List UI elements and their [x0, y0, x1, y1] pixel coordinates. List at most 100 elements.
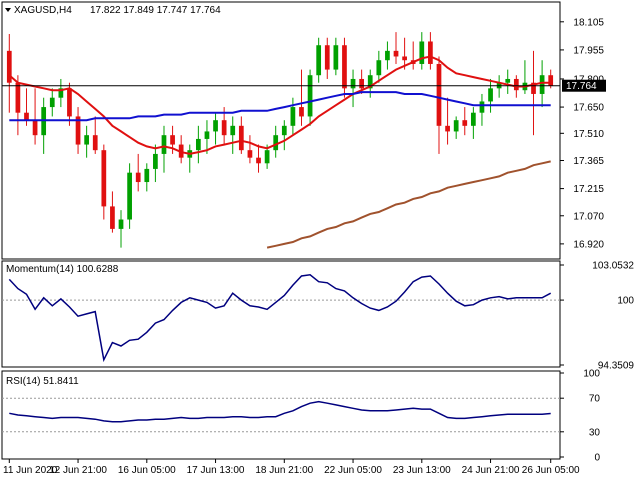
price-tick-label: 18.105	[573, 17, 604, 28]
time-tick-label: 23 Jun 13:00	[393, 465, 451, 476]
price-panel-frame	[1, 1, 561, 260]
candle	[195, 125, 201, 164]
rsi-panel[interactable]: 100 70 30 0 RSI(14) 51.8411	[1, 369, 600, 464]
candle	[153, 144, 158, 183]
candle	[15, 75, 21, 136]
candle	[333, 37, 339, 76]
candle	[324, 37, 330, 79]
rsi-title: RSI(14) 51.8411	[6, 376, 79, 387]
sma-mid-line	[9, 91, 551, 122]
candle	[230, 116, 236, 154]
candle	[41, 97, 47, 154]
candle	[135, 153, 141, 192]
candle	[316, 37, 322, 83]
dropdown-triangle-icon[interactable]	[5, 8, 11, 12]
rsi-tick-label: 70	[589, 394, 601, 405]
momentum-panel-frame	[1, 260, 561, 368]
candle	[299, 69, 304, 126]
rsi-levels	[2, 397, 560, 433]
candle	[385, 41, 390, 70]
candle	[49, 88, 55, 117]
candle	[101, 144, 107, 220]
candle	[75, 107, 81, 154]
time-tick-label: 17 Jun 13:00	[187, 465, 245, 476]
time-tick-label: 11 Jun 2020	[3, 465, 58, 476]
price-tick-label: 16.920	[573, 239, 604, 250]
candle	[496, 75, 502, 98]
symbol-timeframe: XAGUSD,H4	[14, 5, 72, 16]
candle	[531, 50, 536, 136]
time-tick-label: 12 Jun 21:00	[49, 465, 107, 476]
time-tick-label: 24 Jun 21:00	[462, 465, 520, 476]
price-tick-label: 17.510	[573, 129, 604, 140]
candle	[58, 78, 64, 108]
candle	[84, 125, 90, 158]
momentum-tick-label: 100	[617, 296, 634, 307]
time-tick-label: 16 Jun 05:00	[118, 465, 176, 476]
price-tick-label: 17.070	[573, 211, 604, 222]
candle	[213, 112, 218, 145]
candle	[144, 163, 150, 192]
momentum-line	[8, 274, 552, 363]
candle	[92, 116, 98, 154]
candle	[67, 82, 72, 126]
candle	[522, 60, 528, 94]
candle	[187, 144, 193, 173]
candle	[6, 33, 12, 113]
price-axis: 18.10517.95517.80017.65017.51017.36517.2…	[560, 17, 604, 250]
candle	[479, 93, 485, 126]
chart-header: XAGUSD,H4 17.822 17.849 17.747 17.764	[5, 5, 221, 16]
candle	[488, 78, 493, 113]
candle	[127, 163, 132, 229]
momentum-panel[interactable]: 103.0532 100 94.3509 Momentum(14) 100.6288	[1, 260, 634, 372]
rsi-axis: 100 70 30 0	[560, 369, 600, 464]
price-tick-label: 17.365	[573, 156, 604, 167]
current-price-marker: 17.764	[562, 79, 606, 92]
price-candles	[6, 32, 554, 248]
candle	[342, 37, 347, 98]
candle	[161, 125, 167, 173]
candle	[118, 210, 124, 248]
sma-fast-line	[8, 55, 551, 155]
price-lines	[8, 55, 551, 249]
candle	[410, 41, 416, 70]
candle	[281, 120, 287, 151]
rsi-tick-label: 0	[594, 453, 600, 464]
time-tick-label: 26 Jun 05:00	[522, 465, 580, 476]
price-panel[interactable]: 18.10517.95517.80017.65017.51017.36517.2…	[1, 1, 606, 260]
candle	[393, 32, 399, 64]
candle	[470, 107, 476, 139]
ohlc-values: 17.822 17.849 17.747 17.764	[90, 5, 221, 16]
candle	[238, 116, 244, 154]
time-tick-label: 22 Jun 05:00	[324, 465, 382, 476]
candle	[204, 120, 210, 154]
candle	[256, 144, 261, 173]
candle	[247, 135, 253, 164]
momentum-axis: 103.0532 100 94.3509	[560, 261, 634, 372]
candle	[462, 107, 468, 136]
rsi-panel-frame	[1, 370, 561, 460]
momentum-series	[8, 274, 552, 363]
candle	[350, 69, 356, 108]
momentum-tick-label: 103.0532	[592, 261, 634, 272]
candle	[419, 32, 425, 70]
candle	[307, 69, 313, 126]
candle	[428, 32, 433, 70]
candle	[32, 88, 38, 145]
candle	[367, 69, 373, 98]
candle	[436, 56, 442, 154]
candle	[290, 97, 296, 136]
candle	[376, 50, 382, 83]
rsi-tick-label: 30	[589, 427, 601, 438]
candle	[110, 191, 115, 233]
candle	[273, 125, 279, 158]
rsi-series	[9, 400, 551, 423]
candle	[453, 116, 459, 139]
momentum-title: Momentum(14) 100.6288	[6, 264, 119, 275]
momentum-tick-label: 94.3509	[598, 361, 635, 372]
candle	[402, 37, 407, 70]
price-tick-label: 17.955	[573, 45, 604, 56]
time-tick-label: 18 Jun 21:00	[255, 465, 313, 476]
